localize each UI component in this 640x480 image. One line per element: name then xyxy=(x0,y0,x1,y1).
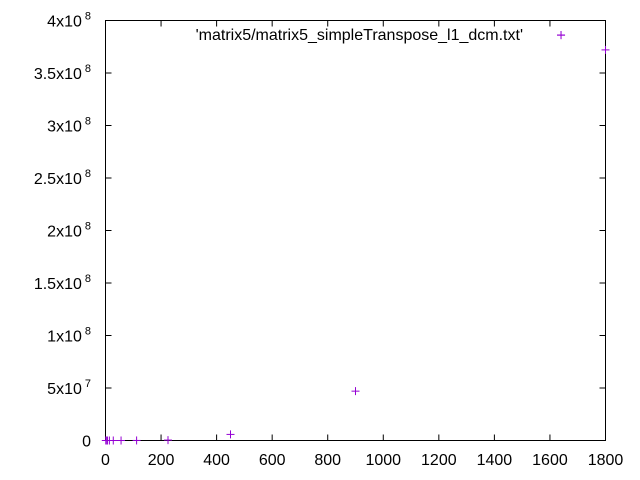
x-tick-label: 600 xyxy=(259,452,286,469)
data-point xyxy=(164,436,172,445)
x-tick-label: 1400 xyxy=(477,452,513,469)
y-tick-label: 5x10 7 xyxy=(47,378,91,398)
data-point xyxy=(117,436,126,445)
y-tick-label: 1x10 8 xyxy=(47,326,91,346)
y-tick-label: 3x10 8 xyxy=(47,116,91,136)
data-point xyxy=(109,436,118,445)
x-tick-label: 1600 xyxy=(532,452,568,469)
x-tick-label: 1800 xyxy=(588,452,624,469)
data-point xyxy=(226,430,235,439)
legend: 'matrix5/matrix5_simpleTranspose_l1_dcm.… xyxy=(196,27,565,44)
x-tick-label: 1200 xyxy=(421,452,457,469)
axis-ticks: 0 200 400 600 800 1000 1200 1400 1600 1800 0 5x10 7 1… xyxy=(34,11,624,470)
y-tick-label: 1.5x10 8 xyxy=(34,273,91,293)
data-point xyxy=(601,45,610,54)
y-tick-label: 0 xyxy=(82,434,91,451)
y-tick-label: 3.5x10 8 xyxy=(34,63,91,83)
y-tick-label: 2x10 8 xyxy=(47,221,91,241)
plot-frame xyxy=(105,20,606,441)
legend-marker xyxy=(557,31,565,39)
x-tick-label: 400 xyxy=(203,452,230,469)
x-tick-label: 0 xyxy=(101,452,110,469)
x-tick-label: 200 xyxy=(148,452,175,469)
y-tick-label: 2.5x10 8 xyxy=(34,168,91,188)
data-points xyxy=(101,31,610,445)
y-tick-label: 4x10 8 xyxy=(47,11,91,31)
data-point xyxy=(132,436,141,445)
x-tick-label: 800 xyxy=(314,452,341,469)
legend-label: 'matrix5/matrix5_simpleTranspose_l1_dcm.… xyxy=(196,27,523,44)
data-point xyxy=(351,387,360,396)
x-tick-label: 1000 xyxy=(365,452,401,469)
